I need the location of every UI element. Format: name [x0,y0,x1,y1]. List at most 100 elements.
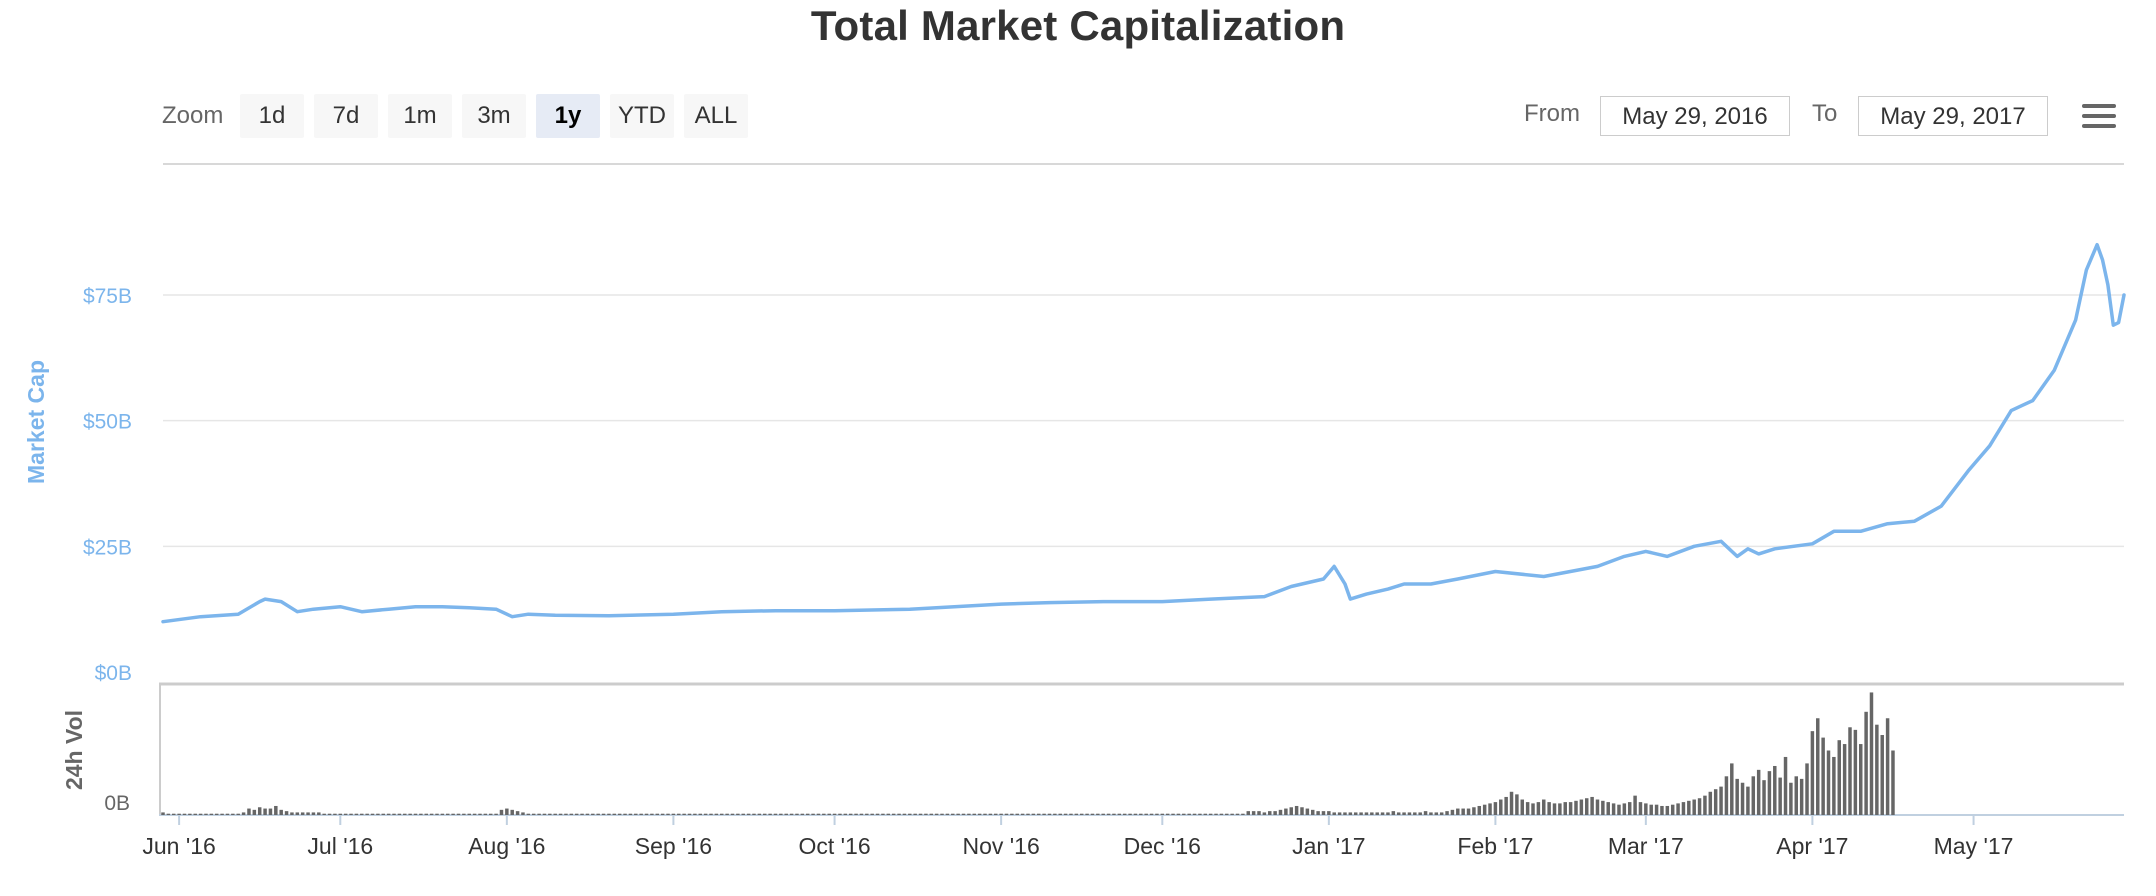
volume-bar [736,813,740,815]
volume-bar [1391,811,1396,815]
zoom-1d-button[interactable]: 1d [240,94,304,138]
volume-bar [279,809,283,815]
volume-bar [720,813,724,815]
volume-bar [1370,812,1374,815]
volume-bar [865,813,869,815]
volume-bar [1842,744,1847,815]
volume-bar [1601,800,1605,815]
volume-bar [424,813,428,815]
volume-bar [1611,803,1616,815]
volume-bar [456,813,461,815]
volume-bar [1509,791,1514,815]
volume-bar [1337,812,1342,815]
zoom-all-button[interactable]: ALL [684,94,748,138]
x-tick-label: Apr '17 [1776,833,1848,859]
zoom-1m-button[interactable]: 1m [388,94,452,138]
volume-bar [1864,711,1868,815]
volume-bar [1482,804,1487,815]
volume-bar [1402,812,1406,815]
volume-bar [1730,763,1734,815]
volume-bar [574,813,579,815]
volume-bar [1875,724,1879,815]
zoom-3m-button[interactable]: 3m [462,94,526,138]
volume-bar [1225,813,1229,815]
volume-bar [1848,727,1852,815]
volume-bar [1058,813,1062,815]
volume-bar [1208,813,1213,815]
volume-bar [881,813,885,815]
volume-bar [1246,811,1251,815]
volume-bar [1525,802,1530,815]
volume-y-tick-label: 0B [104,792,130,815]
volume-bar [1563,802,1567,815]
y-tick-label: $75B [83,285,132,308]
volume-bar [1515,794,1519,815]
volume-bar [1638,802,1643,815]
volume-bar [204,813,208,815]
volume-bar [1192,813,1197,815]
volume-bar [1735,778,1739,815]
volume-bar [268,808,273,815]
volume-bar [333,813,337,815]
volume-bar [1214,813,1218,815]
range-to-label: To [1812,100,1838,127]
volume-bar [1364,812,1369,815]
volume-bar [1117,813,1122,815]
volume-bar [322,813,326,815]
volume-bar [1816,718,1820,815]
volume-bar [816,813,821,815]
volume-bar [1773,765,1777,815]
volume-bar [1665,805,1670,815]
volume-bar [1332,812,1336,815]
volume-bar [1047,813,1052,815]
volume-bar [1418,812,1422,815]
volume-bar [515,811,520,815]
volume-bar [1805,763,1809,815]
volume-bar [1396,812,1401,815]
zoom-7d-button[interactable]: 7d [314,94,378,138]
volume-bar [236,813,240,815]
volume-bar [1853,729,1858,815]
volume-bar [832,813,837,815]
volume-bar [1300,807,1304,815]
volume-bar [1880,735,1884,815]
volume-bar [811,813,815,815]
volume-bar [548,813,552,815]
volume-bar [1531,803,1535,815]
volume-bar [1542,799,1546,815]
volume-bar [1031,813,1036,815]
volume-bar [1203,813,1208,815]
volume-bar [397,813,402,815]
volume-bar [1891,750,1895,815]
volume-bar [365,813,369,815]
volume-bar [994,813,998,815]
volume-bar [429,813,434,815]
zoom-ytd-button[interactable]: YTD [610,94,674,138]
volume-bar [1558,803,1562,815]
volume-bar [295,812,300,815]
range-from-input[interactable]: May 29, 2016 [1600,96,1790,136]
zoom-1y-button[interactable]: 1y [536,94,600,138]
volume-bar [827,813,831,815]
volume-bar [983,813,987,815]
volume-bar [1547,802,1551,815]
volume-bar [1036,813,1041,815]
volume-bar [585,813,590,815]
axes [159,163,2124,825]
volume-bar [1767,771,1772,815]
volume-bar [1262,812,1267,815]
volume-bar [1445,811,1449,815]
volume-bar [419,813,423,815]
volume-bar [1552,803,1557,815]
volume-bar [182,813,187,815]
hamburger-menu-icon[interactable] [2080,100,2116,134]
range-to-input[interactable]: May 29, 2017 [1858,96,2048,136]
x-tick-label: Mar '17 [1608,833,1684,859]
volume-bar [172,813,176,815]
volume-bar [1251,811,1256,815]
volume-bar [220,813,224,815]
volume-bar [1069,813,1073,815]
volume-bar [290,812,294,815]
volume-bar [580,813,584,815]
